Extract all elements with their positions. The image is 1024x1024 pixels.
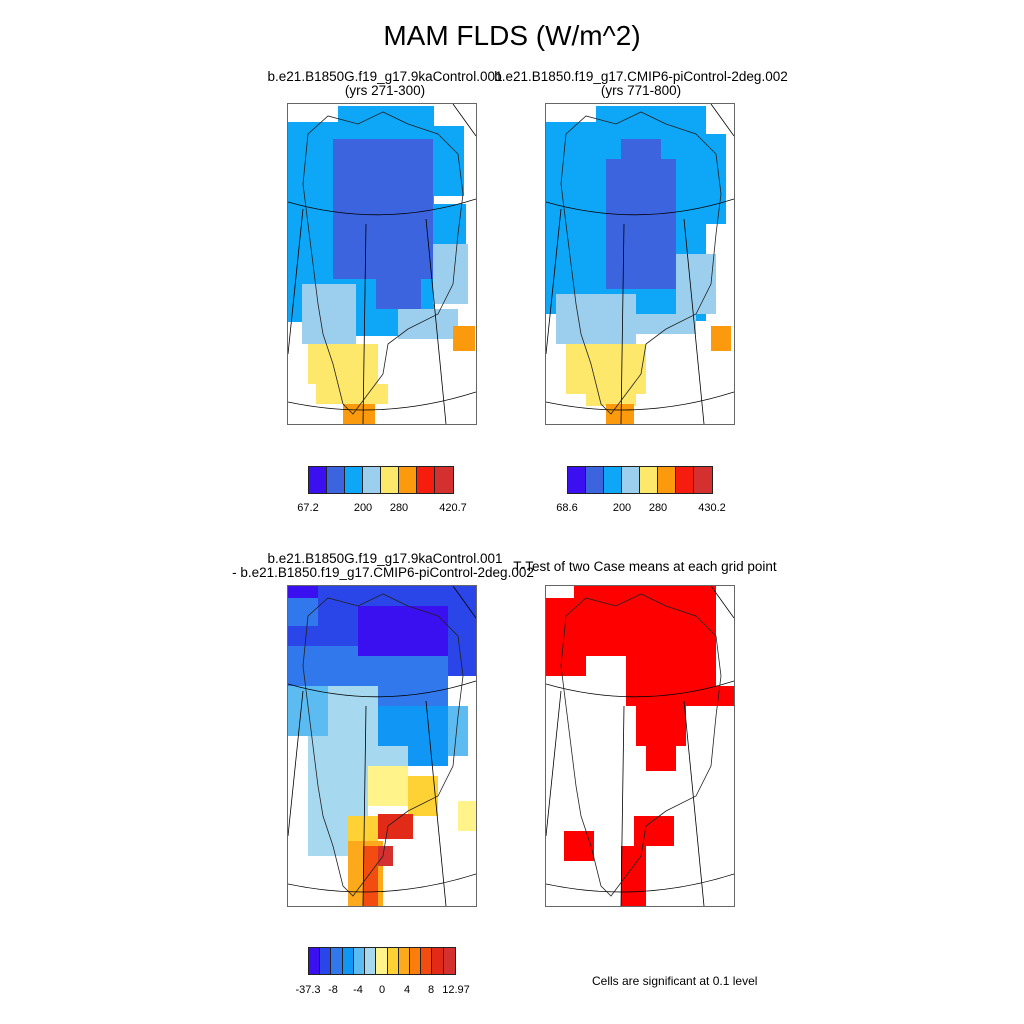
colorbar-1	[308, 466, 454, 494]
grid-lines	[288, 586, 476, 906]
colorbar-2-swatch	[604, 467, 622, 493]
colorbar-3-swatch	[320, 948, 332, 974]
colorbar-1-swatch	[327, 467, 345, 493]
map-top-left-svg	[288, 104, 476, 424]
coastline	[560, 593, 722, 897]
colorbar-3-label: 0	[378, 984, 386, 996]
panel-title-bottom-left-line2: - b.e21.B1850.f19_g17.CMIP6-piControl-2d…	[232, 565, 534, 580]
colorbar-3-swatch	[309, 948, 321, 974]
colorbar-1-label: 200	[353, 502, 373, 514]
colorbar-3-label: 8	[427, 984, 435, 996]
colorbar-2-swatch	[658, 467, 676, 493]
colorbar-1-swatch	[363, 467, 381, 493]
colorbar-2-swatch	[568, 467, 586, 493]
field-cells	[288, 104, 475, 424]
colorbar-3-swatch	[353, 948, 366, 974]
colorbar-3-label: -8	[328, 984, 338, 996]
field-cells	[546, 104, 731, 424]
colorbar-1-swatch	[417, 467, 435, 493]
colorbar-1-swatch	[435, 467, 453, 493]
grid-lines	[546, 586, 734, 906]
panel-title-top-left-line1: b.e21.B1850G.f19_g17.9kaControl.001	[267, 69, 503, 84]
coastline	[302, 593, 464, 897]
colorbar-3-label: -37.3	[295, 984, 321, 996]
significant-cells	[546, 586, 734, 906]
colorbar-2-label: 200	[612, 502, 632, 514]
panel-title-top-right-years: (yrs 771-800)	[600, 83, 682, 98]
colorbar-3	[308, 947, 456, 975]
grid-lines	[546, 104, 734, 424]
figure-title: MAM FLDS (W/m^2)	[383, 20, 641, 51]
map-top-right-svg	[546, 104, 734, 424]
colorbar-3-swatch	[376, 948, 388, 974]
colorbar-2-swatch	[622, 467, 640, 493]
colorbar-3-label: 4	[403, 984, 411, 996]
map-panel-top-left	[287, 103, 477, 425]
colorbar-1-swatch	[345, 467, 363, 493]
coastline	[302, 111, 464, 415]
colorbar-2-label: 430.2	[698, 502, 726, 514]
panel-title-bottom-right: T-Test of two Case means at each grid po…	[513, 559, 777, 574]
colorbar-3-swatch	[365, 948, 377, 974]
map-panel-bottom-left	[287, 585, 477, 907]
colorbar-2-label: 280	[648, 502, 668, 514]
grid-lines	[288, 104, 476, 424]
colorbar-3-swatch	[421, 948, 433, 974]
colorbar-1-label: 420.7	[439, 502, 467, 514]
colorbar-3-swatch	[387, 948, 399, 974]
colorbar-1-swatch	[381, 467, 399, 493]
panel-title-top-left: b.e21.B1850G.f19_g17.9kaControl.001	[200, 70, 570, 84]
map-bottom-right-svg	[546, 586, 734, 906]
coastline	[560, 111, 722, 415]
colorbar-1-swatch	[399, 467, 417, 493]
panel-title-top-right: b.e21.B1850.f19_g17.CMIP6-piControl-2deg…	[494, 69, 788, 84]
colorbar-3-swatch	[331, 948, 343, 974]
panel-title-top-left-years: (yrs 271-300)	[344, 83, 426, 98]
colorbar-3-label: -4	[353, 984, 363, 996]
panel-title-bottom-left: b.e21.B1850G.f19_g17.9kaControl.001	[267, 551, 503, 566]
colorbar-1-swatch	[309, 467, 327, 493]
colorbar-3-swatch	[398, 948, 410, 974]
colorbar-2-swatch	[586, 467, 604, 493]
field-cells	[288, 586, 476, 906]
colorbar-2	[567, 466, 713, 494]
colorbar-3-swatch	[432, 948, 444, 974]
map-bottom-left-svg	[288, 586, 476, 906]
colorbar-1-label: 67.2	[297, 502, 319, 514]
colorbar-3-swatch	[443, 948, 455, 974]
colorbar-2-swatch	[640, 467, 658, 493]
colorbar-3-swatch	[342, 948, 354, 974]
colorbar-2-swatch	[676, 467, 694, 493]
map-panel-bottom-right	[545, 585, 735, 907]
map-panel-top-right	[545, 103, 735, 425]
colorbar-2-label: 68.6	[556, 502, 578, 514]
colorbar-3-swatch	[409, 948, 422, 974]
colorbar-3-label: 12.97	[442, 984, 470, 996]
colorbar-2-swatch	[694, 467, 712, 493]
significance-footnote: Cells are significant at 0.1 level	[592, 974, 758, 988]
colorbar-1-label: 280	[389, 502, 409, 514]
